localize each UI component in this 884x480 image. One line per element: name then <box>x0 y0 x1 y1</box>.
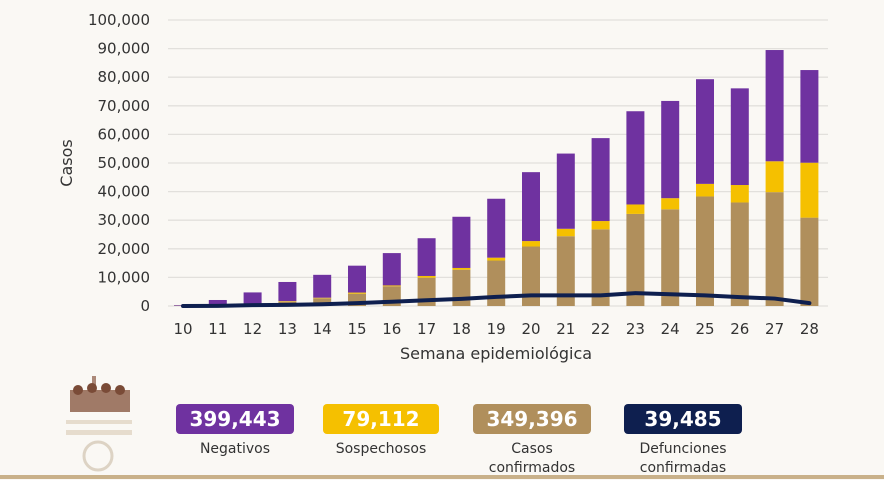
y-tick-label: 100,000 <box>88 11 150 29</box>
x-tick-label: 10 <box>173 320 192 338</box>
x-tick-label: 26 <box>730 320 749 338</box>
bar-sospechosos-23 <box>626 204 644 213</box>
x-tick-label: 25 <box>695 320 714 338</box>
government-logo <box>62 376 144 476</box>
footer-bar <box>0 475 884 479</box>
confirmados-total-badge: 349,396 <box>473 404 591 434</box>
y-tick-label: 90,000 <box>98 40 151 58</box>
bar-negativos-22 <box>592 138 610 221</box>
x-tick-label: 11 <box>208 320 227 338</box>
sospechosos-label: Sospechosos <box>323 440 439 459</box>
bar-sospechosos-28 <box>800 163 818 218</box>
bar-negativos-13 <box>278 282 296 301</box>
x-tick-label: 15 <box>347 320 366 338</box>
bar-confirmados-25 <box>696 196 714 306</box>
bar-negativos-15 <box>348 266 366 293</box>
x-tick-label: 14 <box>313 320 332 338</box>
y-tick-label: 80,000 <box>98 68 151 86</box>
bar-negativos-16 <box>383 253 401 285</box>
x-tick-label: 18 <box>452 320 471 338</box>
x-tick-label: 17 <box>417 320 436 338</box>
bar-confirmados-28 <box>800 218 818 306</box>
x-axis-label: Semana epidemiológica <box>400 344 592 363</box>
bar-sospechosos-13 <box>278 301 296 302</box>
bar-sospechosos-24 <box>661 198 679 209</box>
bar-negativos-28 <box>800 70 818 163</box>
bar-negativos-14 <box>313 275 331 298</box>
bar-sospechosos-14 <box>313 298 331 299</box>
y-tick-label: 20,000 <box>98 240 151 258</box>
bar-sospechosos-20 <box>522 241 540 246</box>
y-tick-label: 30,000 <box>98 211 151 229</box>
sospechosos-total-badge: 79,112 <box>323 404 439 434</box>
x-tick-label: 12 <box>243 320 262 338</box>
bar-negativos-18 <box>452 217 470 268</box>
bar-sospechosos-26 <box>731 185 749 202</box>
x-tick-label: 20 <box>521 320 540 338</box>
bar-sospechosos-15 <box>348 293 366 294</box>
x-tick-label: 28 <box>800 320 819 338</box>
bar-negativos-17 <box>418 238 436 276</box>
bar-confirmados-24 <box>661 209 679 306</box>
y-axis-label: Casos <box>57 139 76 186</box>
bar-negativos-27 <box>766 50 784 161</box>
bar-negativos-20 <box>522 172 540 241</box>
negativos-label: Negativos <box>176 440 294 459</box>
bar-sospechosos-25 <box>696 184 714 197</box>
bar-negativos-19 <box>487 199 505 258</box>
bar-sospechosos-22 <box>592 221 610 229</box>
defunciones-label: Defunciones confirmadas <box>624 440 742 478</box>
y-tick-label: 0 <box>140 297 150 315</box>
bar-confirmados-27 <box>766 192 784 306</box>
x-tick-label: 13 <box>278 320 297 338</box>
bar-negativos-26 <box>731 88 749 185</box>
bar-chart: 0 10,000 20,000 30,000 40,000 50,000 60,000 70,… <box>0 0 884 380</box>
bar-negativos-23 <box>626 111 644 204</box>
confirmados-label: Casos confirmados <box>478 440 586 478</box>
bar-sospechosos-17 <box>418 276 436 278</box>
bar-negativos-12 <box>244 292 262 304</box>
x-tick-label: 23 <box>626 320 645 338</box>
bar-negativos-24 <box>661 101 679 198</box>
x-tick-label: 16 <box>382 320 401 338</box>
y-tick-label: 10,000 <box>98 268 151 286</box>
defunciones-total-badge: 39,485 <box>624 404 742 434</box>
y-tick-label: 40,000 <box>98 183 151 201</box>
x-tick-label: 21 <box>556 320 575 338</box>
bar-sospechosos-18 <box>452 268 470 270</box>
negativos-total-badge: 399,443 <box>176 404 294 434</box>
bar-sospechosos-19 <box>487 258 505 261</box>
x-tick-label: 19 <box>487 320 506 338</box>
bar-negativos-21 <box>557 154 575 229</box>
bar-negativos-25 <box>696 79 714 184</box>
y-tick-label: 50,000 <box>98 154 151 172</box>
x-tick-label: 27 <box>765 320 784 338</box>
bar-sospechosos-16 <box>383 285 401 286</box>
bar-confirmados-26 <box>731 202 749 306</box>
bar-sospechosos-21 <box>557 229 575 236</box>
x-tick-label: 22 <box>591 320 610 338</box>
y-tick-label: 60,000 <box>98 125 151 143</box>
x-tick-label: 24 <box>661 320 680 338</box>
bar-sospechosos-27 <box>766 161 784 192</box>
y-tick-label: 70,000 <box>98 97 151 115</box>
